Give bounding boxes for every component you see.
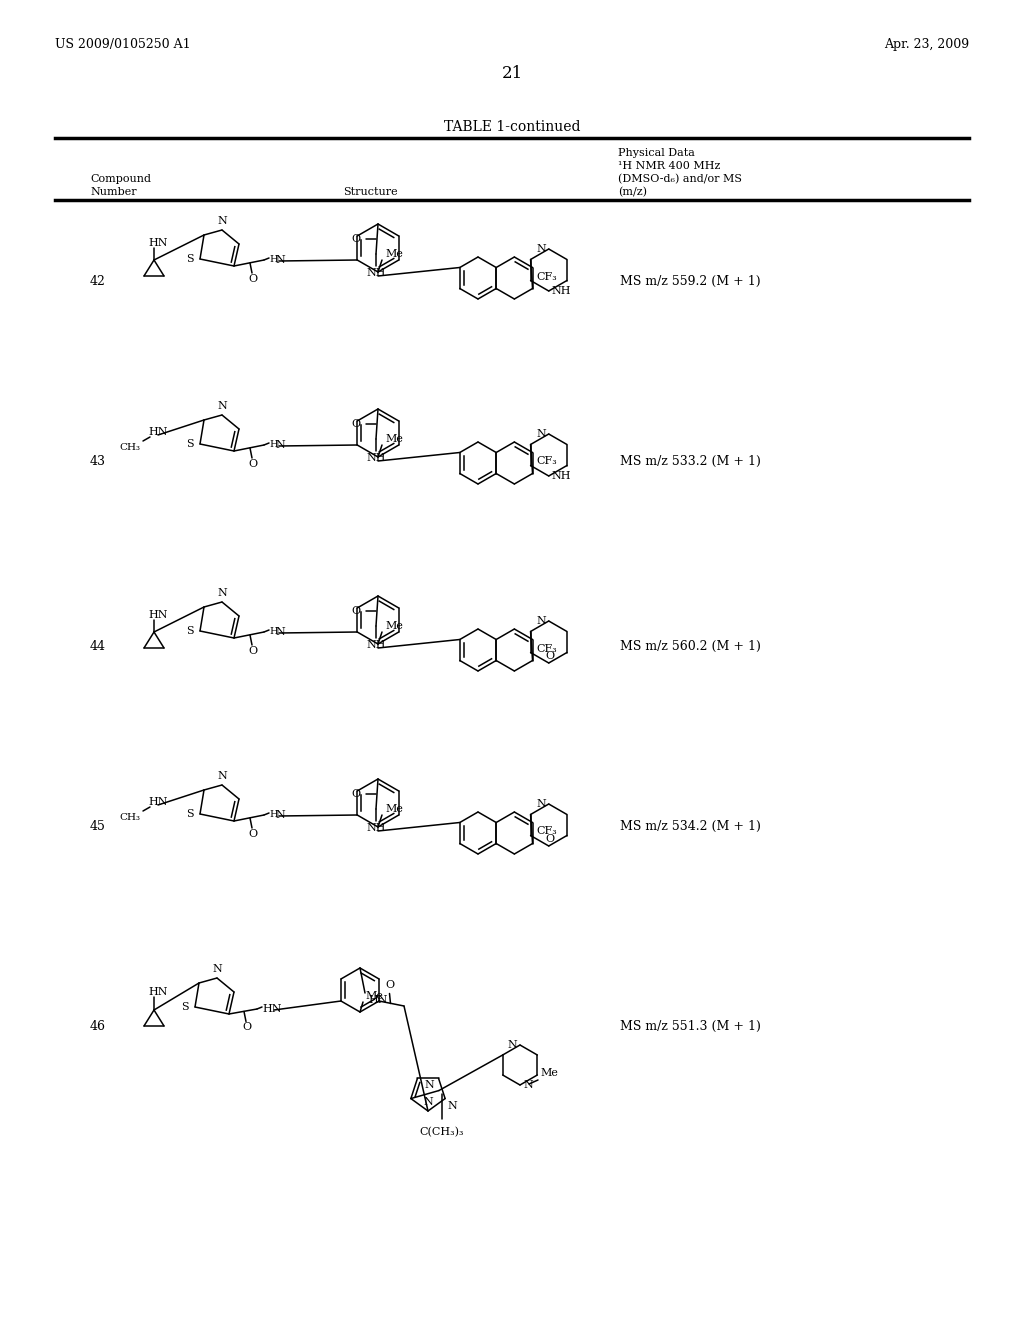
- Text: CF₃: CF₃: [537, 457, 557, 466]
- Text: CH₃: CH₃: [119, 444, 140, 451]
- Text: O: O: [249, 645, 258, 656]
- Text: N: N: [217, 401, 227, 411]
- Text: N: N: [217, 587, 227, 598]
- Text: MS m/z 551.3 (M + 1): MS m/z 551.3 (M + 1): [620, 1020, 761, 1034]
- Text: 46: 46: [90, 1020, 106, 1034]
- Text: S: S: [186, 626, 194, 636]
- Text: NH: NH: [367, 268, 386, 279]
- Text: C(CH₃)₃: C(CH₃)₃: [420, 1126, 464, 1137]
- Text: O: O: [249, 459, 258, 469]
- Text: S: S: [186, 440, 194, 449]
- Text: N: N: [217, 771, 227, 781]
- Text: 44: 44: [90, 640, 106, 653]
- Text: Me: Me: [385, 620, 402, 631]
- Text: NH: NH: [367, 822, 386, 833]
- Text: O: O: [249, 829, 258, 840]
- Text: CH₃: CH₃: [119, 813, 140, 822]
- Text: N: N: [507, 1040, 517, 1049]
- Text: Me: Me: [385, 434, 402, 444]
- Text: 45: 45: [90, 820, 105, 833]
- Text: Me: Me: [540, 1068, 558, 1078]
- Text: 42: 42: [90, 275, 105, 288]
- Text: N: N: [536, 244, 546, 253]
- Text: H: H: [269, 627, 278, 636]
- Text: Me: Me: [385, 804, 402, 814]
- Text: MS m/z 534.2 (M + 1): MS m/z 534.2 (M + 1): [620, 820, 761, 833]
- Text: N: N: [425, 1081, 434, 1090]
- Text: HN: HN: [148, 610, 168, 620]
- Text: S: S: [186, 809, 194, 818]
- Text: Me: Me: [385, 249, 402, 259]
- Text: O: O: [352, 234, 361, 244]
- Text: Apr. 23, 2009: Apr. 23, 2009: [884, 38, 969, 51]
- Text: H: H: [269, 440, 278, 449]
- Text: Physical Data: Physical Data: [618, 148, 695, 158]
- Text: Compound: Compound: [90, 174, 151, 183]
- Text: N: N: [212, 964, 222, 974]
- Text: HN: HN: [262, 1005, 282, 1014]
- Text: N: N: [275, 810, 285, 820]
- Text: O: O: [385, 981, 394, 990]
- Text: HN: HN: [148, 426, 168, 437]
- Text: NH: NH: [552, 471, 571, 480]
- Text: O: O: [249, 275, 258, 284]
- Text: Number: Number: [90, 187, 136, 197]
- Text: MS m/z 559.2 (M + 1): MS m/z 559.2 (M + 1): [620, 275, 761, 288]
- Text: O: O: [545, 834, 554, 843]
- Text: O: O: [352, 789, 361, 799]
- Text: O: O: [545, 651, 554, 661]
- Text: N: N: [423, 1097, 433, 1107]
- Text: CF₃: CF₃: [537, 644, 557, 653]
- Text: CF₃: CF₃: [537, 826, 557, 837]
- Text: CF₃: CF₃: [537, 272, 557, 281]
- Text: (DMSO-d₆) and/or MS: (DMSO-d₆) and/or MS: [618, 174, 742, 185]
- Text: HN: HN: [148, 797, 168, 807]
- Text: HN: HN: [368, 995, 387, 1005]
- Text: MS m/z 560.2 (M + 1): MS m/z 560.2 (M + 1): [620, 640, 761, 653]
- Text: N: N: [447, 1101, 457, 1110]
- Text: ¹H NMR 400 MHz: ¹H NMR 400 MHz: [618, 161, 720, 172]
- Text: MS m/z 533.2 (M + 1): MS m/z 533.2 (M + 1): [620, 455, 761, 469]
- Text: NH: NH: [367, 453, 386, 463]
- Text: N: N: [536, 799, 546, 809]
- Text: Structure: Structure: [343, 187, 397, 197]
- Text: N: N: [536, 616, 546, 626]
- Text: 21: 21: [502, 65, 522, 82]
- Text: N: N: [275, 255, 285, 265]
- Text: N: N: [275, 440, 285, 450]
- Text: N: N: [217, 216, 227, 226]
- Text: HN: HN: [148, 987, 168, 997]
- Text: 43: 43: [90, 455, 106, 469]
- Text: S: S: [181, 1002, 189, 1012]
- Text: Me: Me: [365, 991, 383, 1001]
- Text: O: O: [352, 606, 361, 616]
- Text: H: H: [269, 255, 278, 264]
- Text: H: H: [269, 810, 278, 818]
- Text: NH: NH: [552, 286, 571, 296]
- Text: N: N: [523, 1080, 532, 1090]
- Text: N: N: [536, 429, 546, 440]
- Text: (m/z): (m/z): [618, 187, 647, 197]
- Text: HN: HN: [148, 238, 168, 248]
- Text: O: O: [352, 418, 361, 429]
- Text: N: N: [275, 627, 285, 638]
- Text: US 2009/0105250 A1: US 2009/0105250 A1: [55, 38, 190, 51]
- Text: S: S: [186, 253, 194, 264]
- Text: NH: NH: [367, 640, 386, 649]
- Text: TABLE 1-continued: TABLE 1-continued: [443, 120, 581, 135]
- Text: O: O: [243, 1023, 252, 1032]
